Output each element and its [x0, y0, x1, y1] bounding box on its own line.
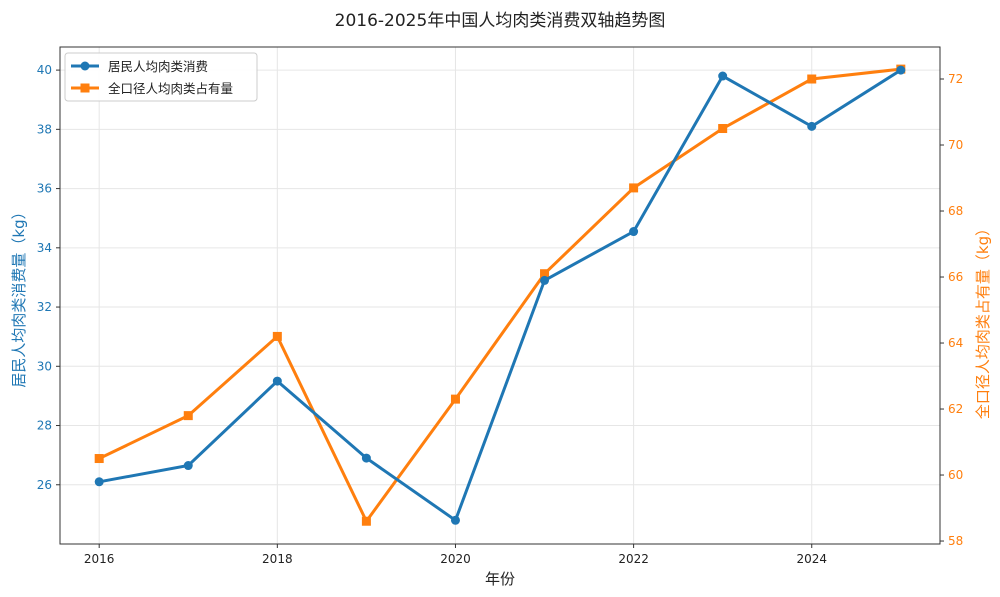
right-tick-label: 70: [948, 138, 963, 152]
legend-label-0: 居民人均肉类消费: [108, 59, 208, 74]
right-tick-label: 60: [948, 468, 963, 482]
data-point-right: [361, 516, 371, 526]
data-point-left: [272, 376, 282, 386]
right-tick-label: 66: [948, 270, 963, 284]
right-axis-label: 全口径人均肉类占有量（kg）: [974, 221, 992, 419]
data-point-left: [94, 477, 104, 487]
data-point-right: [629, 183, 639, 193]
x-tick-label: 2018: [262, 552, 293, 566]
legend-label-1: 全口径人均肉类占有量: [108, 81, 233, 96]
right-tick-label: 58: [948, 534, 963, 548]
data-point-right: [94, 454, 104, 464]
legend: 居民人均肉类消费 全口径人均肉类占有量: [64, 52, 258, 102]
data-point-right: [183, 411, 193, 421]
data-point-left: [896, 65, 906, 75]
left-tick-label: 36: [37, 182, 52, 196]
series-line-right: [98, 67, 901, 525]
data-point-left: [361, 453, 371, 463]
series-line-left: [98, 68, 902, 523]
right-tick-label: 64: [948, 336, 963, 350]
x-tick-label: 2020: [440, 552, 471, 566]
data-point-left: [629, 227, 639, 237]
left-tick-label: 40: [37, 63, 52, 77]
left-tick-label: 38: [37, 122, 52, 136]
data-point-left: [718, 71, 728, 81]
data-point-right: [450, 394, 460, 404]
left-axis-label: 居民人均肉类消费量（kg）: [10, 204, 28, 387]
legend-circle-marker-icon: [80, 61, 90, 71]
plot-frame: [59, 46, 941, 545]
legend-square-marker-icon: [80, 83, 90, 93]
chart-title: 2016-2025年中国人均肉类消费双轴趋势图: [335, 11, 666, 31]
left-tick-label: 30: [37, 359, 52, 373]
data-point-left: [807, 121, 817, 131]
left-tick-label: 26: [37, 478, 52, 492]
right-tick-label: 72: [948, 72, 963, 86]
data-point-right: [807, 74, 817, 84]
left-tick-label: 28: [37, 419, 52, 433]
x-tick-label: 2022: [618, 552, 649, 566]
right-tick-label: 62: [948, 402, 963, 416]
left-tick-label: 34: [37, 241, 52, 255]
data-point-right: [540, 269, 550, 279]
right-tick-label: 68: [948, 204, 963, 218]
x-tick-label: 2016: [84, 552, 115, 566]
data-point-right: [718, 124, 728, 134]
data-point-left: [450, 515, 460, 525]
x-tick-label: 2024: [796, 552, 827, 566]
data-point-right: [272, 331, 282, 341]
left-tick-label: 32: [37, 300, 52, 314]
data-point-left: [183, 461, 193, 471]
data-point-left: [540, 275, 550, 285]
x-axis-label: 年份: [485, 570, 515, 588]
